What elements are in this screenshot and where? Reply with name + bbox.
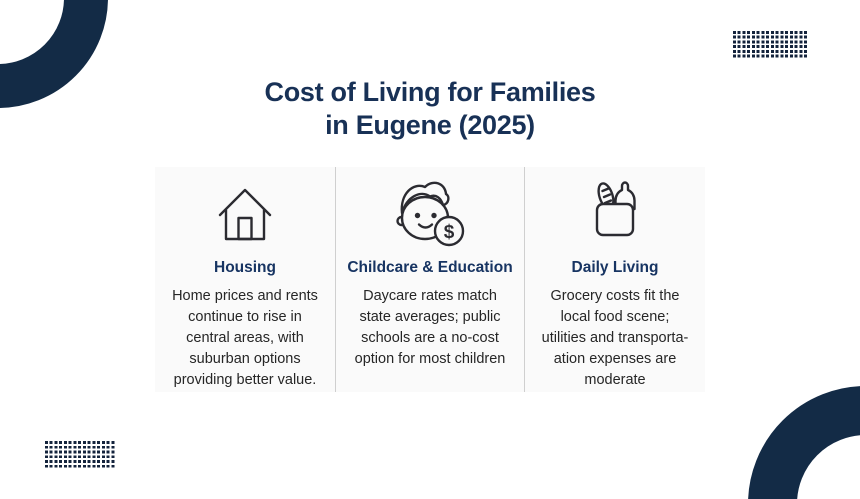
house-icon (218, 188, 272, 241)
column-childcare-education: $ Childcare & Education Daycare rates ma… (335, 167, 525, 392)
housing-icon-box (155, 173, 335, 257)
housing-description: Home prices and rents continue to rise i… (172, 288, 318, 388)
page-title: Cost of Living for Families in Eugene (2… (264, 77, 596, 141)
daily-living-heading: Daily Living (571, 259, 659, 276)
columns-panel: Housing Home prices and rents continue t… (155, 167, 705, 392)
corner-ring-bottom-right (748, 386, 860, 499)
column-housing: Housing Home prices and rents continue t… (155, 167, 335, 392)
column-daily-living: Daily Living Grocery costs fit the local… (525, 167, 705, 392)
child-with-coin-icon: $ (396, 181, 465, 247)
childcare-heading: Childcare & Education (347, 259, 513, 276)
childcare-description: Daycare rates match state averages; publ… (354, 288, 506, 367)
daily-living-icon-box (525, 173, 705, 257)
coin-dollar-symbol: $ (444, 222, 455, 243)
dot-pattern-bottom-left (45, 441, 116, 469)
childcare-icon-box: $ (336, 173, 524, 257)
dot-pattern-top-right (733, 31, 809, 59)
housing-heading: Housing (214, 259, 276, 276)
grocery-bag-icon (595, 181, 636, 237)
daily-living-description: Grocery costs fit the local food scene; … (541, 288, 689, 388)
